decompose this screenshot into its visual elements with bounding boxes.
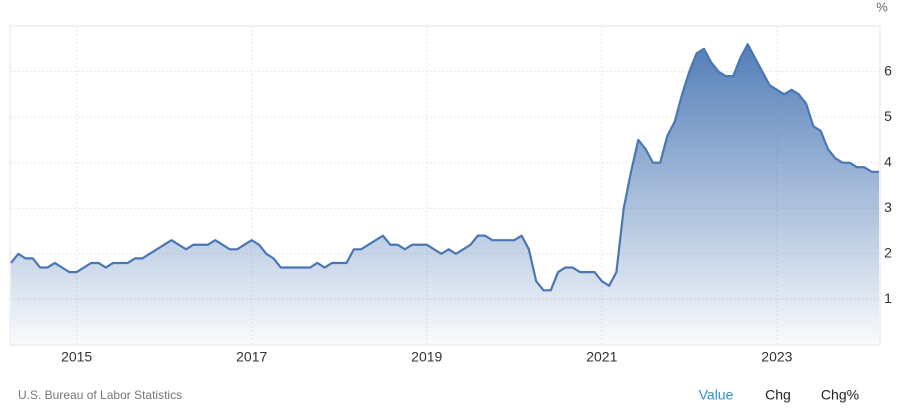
y-tick-label: 1 bbox=[884, 290, 892, 306]
x-tick-label: 2019 bbox=[411, 349, 442, 365]
x-tick-label: 2023 bbox=[761, 349, 792, 365]
y-tick-label: 2 bbox=[884, 245, 892, 261]
y-tick-label: 6 bbox=[884, 62, 892, 78]
x-tick-label: 2017 bbox=[236, 349, 267, 365]
y-tick-label: 3 bbox=[884, 199, 892, 215]
value-button[interactable]: Value bbox=[699, 387, 734, 403]
chg-percent-button[interactable]: Chg% bbox=[821, 387, 859, 403]
y-tick-label: 4 bbox=[884, 153, 892, 169]
source: U.S. Bureau of Labor Statistics bbox=[18, 388, 182, 402]
y-tick-label: 5 bbox=[884, 108, 892, 124]
line bbox=[10, 43, 879, 292]
area bbox=[11, 44, 879, 345]
unit-label: % bbox=[876, 0, 888, 14]
x-tick-label: 2015 bbox=[61, 349, 92, 365]
x-tick-label: 2021 bbox=[586, 349, 617, 365]
chg-button[interactable]: Chg bbox=[765, 387, 791, 403]
